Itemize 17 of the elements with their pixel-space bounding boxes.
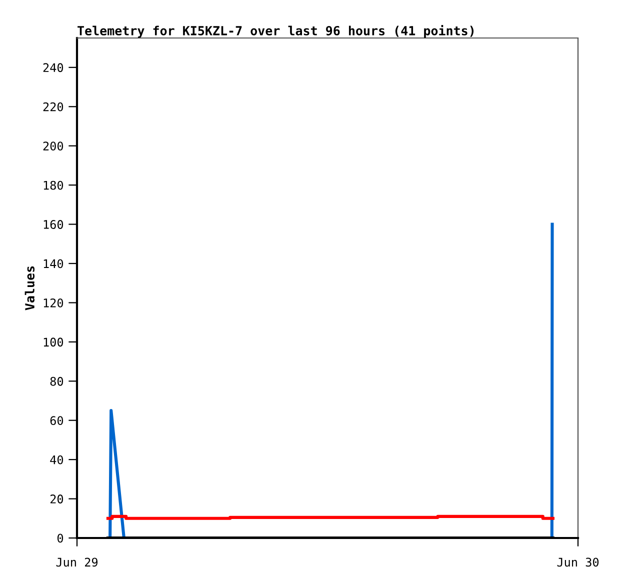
y-tick-label: 160 — [44, 220, 64, 229]
y-tick-label: 180 — [44, 180, 64, 190]
chart-title: Telemetry for KI5KZL-7 over last 96 hours (41 points) — [78, 25, 474, 38]
x-tick-label: Jun 29 — [56, 558, 98, 567]
y-tick-label: 140 — [44, 259, 64, 268]
y-tick-label: 0 — [57, 534, 64, 543]
y-axis-title: Values — [24, 266, 35, 310]
y-tick-label: 120 — [44, 298, 64, 308]
y-tick-label: 240 — [43, 63, 64, 72]
x-tick-label: Jun 30 — [557, 558, 599, 567]
y-tick-label: 40 — [50, 455, 64, 464]
y-tick-label: 100 — [44, 338, 64, 347]
y-tick-label: 200 — [43, 142, 64, 151]
y-tick-label: 60 — [50, 416, 64, 426]
y-tick-label: 80 — [50, 376, 64, 386]
y-tick-label: 20 — [50, 494, 64, 504]
y-tick-label: 220 — [43, 102, 64, 112]
